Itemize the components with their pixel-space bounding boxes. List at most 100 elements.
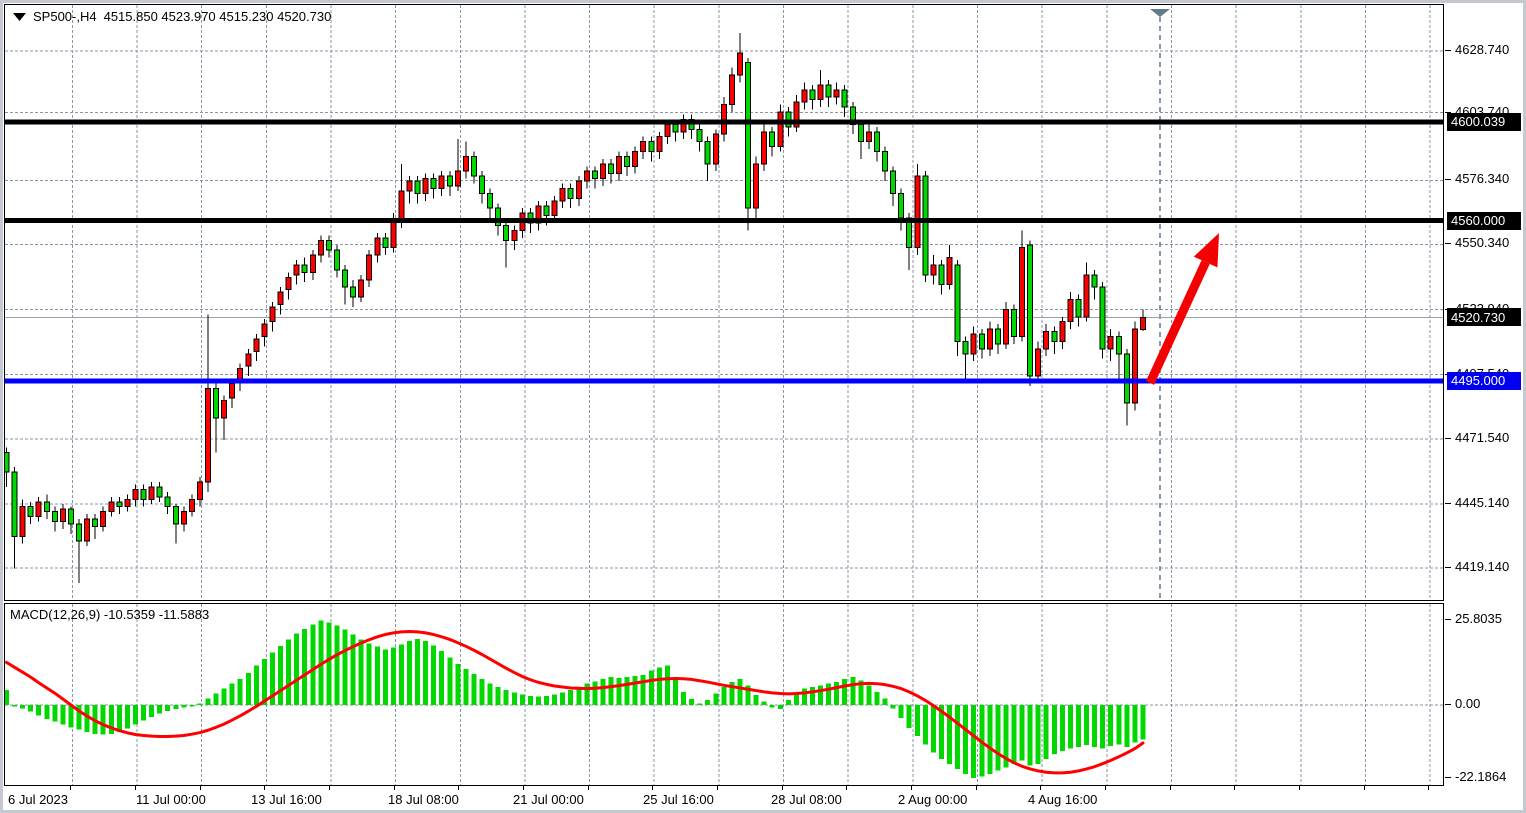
time-axis[interactable]: 6 Jul 2023 11 Jul 00:00 13 Jul 16:00 18 Jul… — [3, 786, 1523, 810]
price-level-line[interactable] — [5, 218, 1443, 224]
macd-histogram-bar — [608, 677, 614, 705]
macd-histogram-bar — [237, 678, 243, 705]
macd-histogram-bar — [398, 644, 404, 705]
macd-histogram-bar — [487, 683, 493, 705]
macd-histogram-bar — [648, 670, 654, 705]
candle-bullish — [640, 141, 647, 152]
macd-histogram-bar — [269, 652, 275, 705]
macd-histogram-bar — [108, 705, 114, 734]
candle-bearish — [1115, 335, 1122, 355]
macd-histogram-bar — [640, 674, 646, 705]
trend-arrow-head[interactable] — [1193, 233, 1219, 268]
time-tickmark — [458, 786, 460, 790]
candle-bullish — [374, 237, 381, 256]
macd-histogram-bar — [592, 681, 598, 705]
macd-histogram-bar — [971, 705, 977, 778]
candle-bearish — [342, 269, 349, 288]
price-badge: 4600.039 — [1447, 112, 1521, 131]
candle-bearish — [608, 163, 614, 175]
candle-bullish — [205, 387, 211, 483]
price-level-line[interactable] — [5, 378, 1443, 384]
candle-bearish — [1099, 286, 1106, 350]
macd-histogram-bar — [810, 686, 815, 705]
candle-bearish — [430, 178, 437, 189]
macd-histogram-bar — [20, 705, 26, 709]
candle-bearish — [1027, 244, 1034, 377]
candle-bearish — [954, 264, 961, 342]
candle-bullish — [366, 254, 373, 281]
candlestick-chart[interactable] — [5, 5, 1443, 600]
macd-histogram-bar — [439, 650, 445, 705]
candle-bearish — [704, 141, 711, 165]
time-tick-label: 25 Jul 16:00 — [643, 792, 714, 807]
candle-bearish — [648, 141, 655, 152]
candle-bearish — [962, 340, 969, 355]
macd-histogram-bar — [1100, 705, 1106, 749]
time-tickmark — [975, 786, 977, 790]
candle-bullish — [761, 131, 768, 165]
macd-histogram-bar — [624, 677, 630, 705]
trend-arrow-shaft[interactable] — [1145, 260, 1210, 385]
macd-histogram-bar — [987, 705, 993, 774]
macd-histogram-bar — [834, 682, 840, 705]
time-tick-label: 2 Aug 00:00 — [898, 792, 968, 807]
macd-histogram-bar — [52, 705, 58, 722]
candle-bullish — [1035, 348, 1042, 377]
macd-histogram-bar — [261, 659, 267, 705]
price-level-line[interactable] — [5, 119, 1443, 125]
time-tickmark — [1298, 786, 1300, 790]
candle-bearish — [825, 84, 832, 98]
candle-bearish — [76, 523, 83, 542]
candle-bearish — [1075, 298, 1082, 318]
candle-bullish — [1043, 331, 1050, 350]
macd-histogram-bar — [189, 705, 195, 707]
macd-tick-label: 0.00 — [1455, 696, 1481, 711]
candle-bearish — [164, 496, 171, 508]
macd-indicator-label: MACD(12,26,9) -10.5359 -11.5883 — [10, 607, 210, 622]
macd-histogram-bar — [302, 628, 308, 705]
macd-histogram-bar — [858, 680, 864, 705]
shift-marker-icon — [1150, 9, 1170, 17]
macd-histogram-bar — [278, 645, 284, 705]
macd-histogram-bar — [552, 694, 558, 705]
macd-histogram-bar — [68, 705, 74, 728]
macd-histogram-bar — [1108, 705, 1114, 746]
candle-bullish — [559, 187, 566, 202]
macd-histogram-bar — [116, 705, 122, 732]
candle-bearish — [898, 192, 905, 219]
time-tickmark — [1040, 786, 1042, 790]
time-tick-label: 4 Aug 16:00 — [1028, 792, 1098, 807]
candle-bullish — [277, 291, 284, 305]
macd-histogram-bar — [342, 629, 348, 705]
macd-histogram-bar — [334, 625, 340, 705]
macd-histogram-bar — [149, 705, 155, 717]
macd-histogram-bar — [535, 696, 541, 705]
time-tick-label: 6 Jul 2023 — [8, 792, 68, 807]
macd-histogram-bar — [930, 705, 936, 753]
candle-bullish — [317, 239, 324, 256]
candle-bullish — [817, 84, 824, 101]
macd-histogram-bar — [382, 649, 388, 705]
macd-histogram-bar — [1051, 705, 1057, 755]
candle-bearish — [624, 155, 631, 167]
macd-histogram-bar — [132, 705, 138, 725]
price-axis[interactable]: 4628.7404603.7404576.3404550.3404523.940… — [1445, 3, 1523, 810]
macd-chart[interactable] — [5, 604, 1443, 785]
candle-bullish — [583, 170, 590, 182]
candle-bearish — [43, 501, 50, 513]
macd-histogram-bar — [1019, 705, 1025, 761]
price-tick-label-tickmark — [1445, 567, 1451, 569]
candle-bearish — [882, 150, 889, 172]
candle-bearish — [503, 224, 510, 241]
candle-bullish — [753, 163, 760, 209]
macd-signal-line — [5, 630, 1145, 775]
time-tickmark — [522, 786, 524, 790]
candle-bullish — [84, 518, 91, 542]
candle-bullish — [358, 279, 365, 298]
candle-bearish — [1051, 331, 1058, 342]
candle-bullish — [664, 123, 671, 138]
candle-bullish — [616, 155, 623, 175]
symbol-marker-icon — [13, 12, 26, 21]
macd-histogram-bar — [495, 686, 501, 705]
